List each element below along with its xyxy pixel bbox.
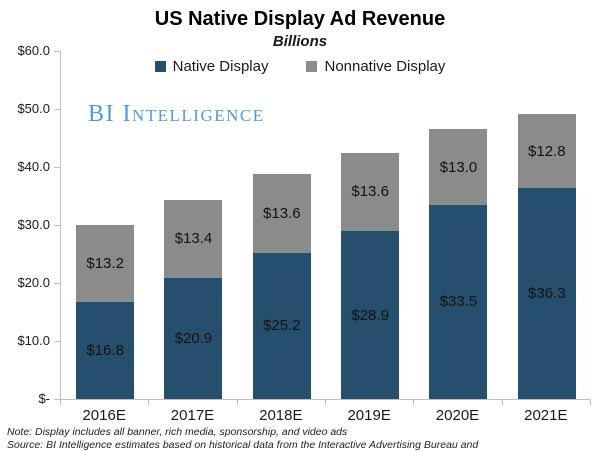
y-axis-tick xyxy=(54,225,60,226)
bar-group-2016E: $13.2 $16.8 xyxy=(61,51,149,399)
footnote-source: Source: BI Intelligence estimates based … xyxy=(7,438,479,451)
x-axis-label-2016E: 2016E xyxy=(82,407,126,424)
bar-value-label: $20.9 xyxy=(174,329,213,347)
y-axis-tick xyxy=(54,283,60,284)
legend-item-native-display: Native Display xyxy=(154,58,269,75)
bar-value-label: $13.0 xyxy=(439,158,478,176)
x-axis-label-2021E: 2021E xyxy=(524,407,568,424)
bar-value-label: $36.3 xyxy=(528,285,566,303)
bi-intelligence-logo: BI Intelligence xyxy=(88,101,265,127)
bar-segment-native-display-2017E: $20.9 xyxy=(164,277,223,399)
x-axis-tick xyxy=(413,400,415,405)
x-axis-tick xyxy=(501,400,503,405)
bar-value-label: $25.2 xyxy=(263,317,301,335)
y-axis-tick-label: $50.0 xyxy=(17,101,50,116)
plot-area: $13.2 $16.8 $13.4 $20.9 $13.6 $25.2 $13.6 $28.9… xyxy=(60,51,591,400)
stacked-bar-2020E: $13.0 $33.5 xyxy=(429,129,488,399)
bar-segment-nonnative-display-2021E: $12.8 xyxy=(517,114,576,189)
y-axis-tick-label: $40.0 xyxy=(17,159,50,174)
bar-segment-nonnative-display-2016E: $13.2 xyxy=(76,225,135,302)
legend-swatch-native-icon xyxy=(154,61,166,72)
x-axis-tick xyxy=(236,400,238,405)
footnotes: Note: Display includes all banner, rich … xyxy=(7,426,600,451)
stacked-bar-2018E: $13.6 $25.2 xyxy=(252,173,311,399)
bar-group-2019E: $13.6 $28.9 xyxy=(326,51,414,399)
bar-group-2021E: $12.8 $36.3 xyxy=(503,51,591,399)
stacked-bar-2016E: $13.2 $16.8 xyxy=(76,225,135,399)
bar-segment-native-display-2020E: $33.5 xyxy=(429,204,488,399)
x-axis-tick xyxy=(60,400,61,405)
bar-value-label: $16.8 xyxy=(86,341,124,359)
y-axis-tick xyxy=(54,341,60,342)
chart-subtitle: Billions xyxy=(272,33,328,50)
chart-legend: Native Display Nonnative Display xyxy=(0,58,600,75)
x-axis-label-2018E: 2018E xyxy=(259,407,303,424)
bar-segment-nonnative-display-2020E: $13.0 xyxy=(429,129,488,205)
bar-group-2018E: $13.6 $25.2 xyxy=(238,51,326,399)
bar-group-2017E: $13.4 $20.9 xyxy=(149,51,237,399)
x-axis-label-2020E: 2020E xyxy=(435,407,480,424)
chart-title: US Native Display Ad Revenue xyxy=(154,8,446,30)
x-axis-tick xyxy=(148,400,150,405)
bar-value-label: $13.2 xyxy=(86,254,124,272)
stacked-bar-2017E: $13.4 $20.9 xyxy=(164,200,223,399)
legend-label-nonnative: Nonnative Display xyxy=(324,58,446,75)
bar-value-label: $13.4 xyxy=(174,230,213,248)
x-axis-label-2017E: 2017E xyxy=(170,407,215,424)
x-axis-label-2019E: 2019E xyxy=(347,407,391,424)
bar-segment-native-display-2018E: $25.2 xyxy=(252,252,311,399)
bar-value-label: $12.8 xyxy=(528,142,566,160)
y-axis-tick xyxy=(54,399,60,400)
stacked-bar-2021E: $12.8 $36.3 xyxy=(517,114,576,399)
bar-value-label: $13.6 xyxy=(263,204,301,222)
y-axis-tick xyxy=(54,167,60,168)
y-axis-tick xyxy=(54,109,60,110)
y-axis-tick xyxy=(54,51,60,52)
y-axis-tick-label: $10.0 xyxy=(17,333,50,348)
bar-segment-native-display-2021E: $36.3 xyxy=(517,188,576,399)
y-axis-tick-label: $60.0 xyxy=(17,43,50,58)
legend-swatch-nonnative-icon xyxy=(306,61,318,72)
bar-value-label: $28.9 xyxy=(351,306,389,324)
stacked-bar-2019E: $13.6 $28.9 xyxy=(341,152,400,399)
y-axis-tick-label: $20.0 xyxy=(17,275,50,290)
bar-segment-native-display-2016E: $16.8 xyxy=(76,301,135,399)
bar-segment-nonnative-display-2019E: $13.6 xyxy=(341,152,400,232)
x-axis-tick xyxy=(590,400,591,405)
bar-value-label: $33.5 xyxy=(439,293,478,311)
bar-segment-nonnative-display-2018E: $13.6 xyxy=(252,173,311,253)
footnote-note: Note: Display includes all banner, rich … xyxy=(7,426,348,438)
y-axis-tick-label: $30.0 xyxy=(17,217,50,232)
x-axis-tick xyxy=(325,400,326,405)
bar-segment-nonnative-display-2017E: $13.4 xyxy=(164,200,223,278)
y-axis-tick-label: $- xyxy=(38,391,50,406)
legend-label-native: Native Display xyxy=(172,58,269,75)
bar-group-2020E: $13.0 $33.5 xyxy=(414,51,502,399)
legend-item-nonnative-display: Nonnative Display xyxy=(306,58,445,75)
bar-segment-native-display-2019E: $28.9 xyxy=(341,231,400,399)
bar-value-label: $13.6 xyxy=(351,183,389,201)
